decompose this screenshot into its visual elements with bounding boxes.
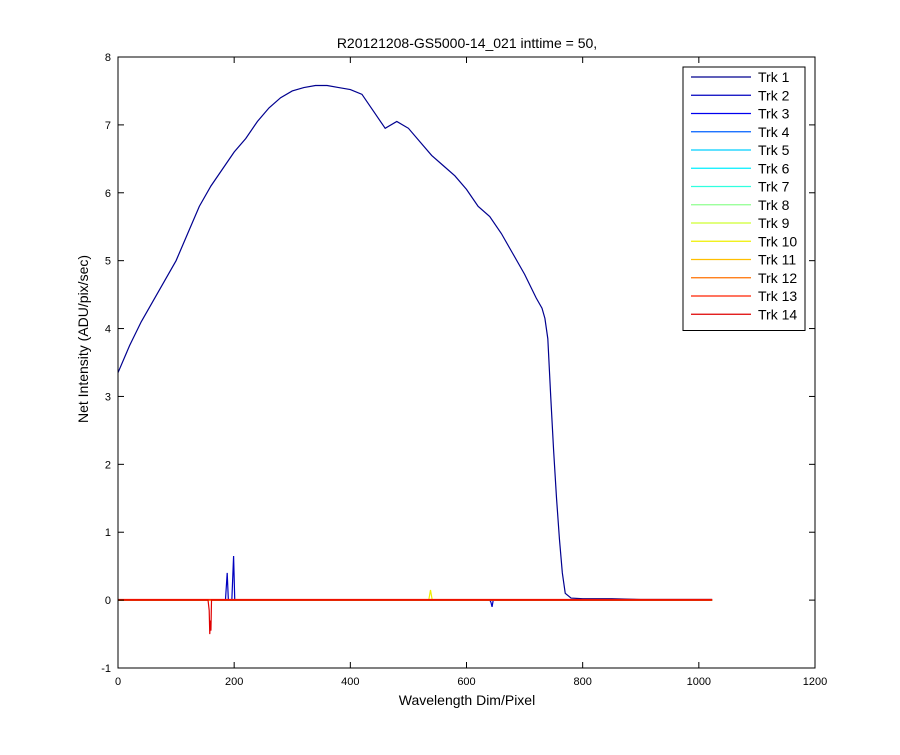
x-tick-label: 200 <box>225 676 243 688</box>
legend: Trk 1 Trk 2 Trk 3 Trk 4 Trk 5 Trk 6 Trk 7 Trk 8… <box>682 66 806 331</box>
legend-label: Trk 5 <box>758 142 790 158</box>
chart-title: R20121208-GS5000-14_021 inttime = 50, <box>337 35 597 51</box>
y-tick-label: -1 <box>101 663 111 675</box>
y-tick-label: 8 <box>105 52 111 64</box>
legend-label: Trk 13 <box>758 288 797 304</box>
series-line-trk-1 <box>117 84 713 601</box>
y-tick-label: 1 <box>105 527 111 539</box>
legend-label: Trk 12 <box>758 270 797 286</box>
legend-label: Trk 8 <box>758 197 790 213</box>
legend-label: Trk 10 <box>758 233 797 249</box>
y-axis-label: Net Intensity (ADU/pix/sec) <box>75 255 91 423</box>
plot-lines <box>117 84 713 635</box>
legend-label: Trk 9 <box>758 215 790 231</box>
legend-label: Trk 6 <box>758 160 790 176</box>
x-tick-label: 0 <box>115 676 121 688</box>
y-tick-label: 5 <box>105 256 111 268</box>
legend-label: Trk 4 <box>758 124 790 140</box>
legend-label: Trk 2 <box>758 87 790 103</box>
axis-ticks: 0 200 400 600 800 1000 1200 -1 0 1 2 3 4 5 6 7 8 <box>101 52 827 688</box>
y-tick-label: 4 <box>105 324 111 336</box>
x-tick-label: 400 <box>341 676 359 688</box>
y-tick-label: 3 <box>105 391 111 403</box>
legend-label: Trk 7 <box>758 179 790 195</box>
y-tick-label: 0 <box>105 595 111 607</box>
legend-label: Trk 14 <box>758 306 797 322</box>
series-line-trk-14 <box>118 599 713 635</box>
legend-label: Trk 11 <box>758 252 796 268</box>
x-axis-label: Wavelength Dim/Pixel <box>399 692 535 708</box>
y-tick-label: 7 <box>105 120 111 132</box>
x-tick-label: 1200 <box>803 676 827 688</box>
y-tick-label: 2 <box>105 459 111 471</box>
legend-label: Trk 1 <box>758 69 790 85</box>
x-tick-label: 600 <box>457 676 475 688</box>
legend-box <box>682 66 806 331</box>
x-tick-label: 800 <box>573 676 591 688</box>
x-tick-label: 1000 <box>687 676 711 688</box>
legend-label: Trk 3 <box>758 106 790 122</box>
y-tick-label: 6 <box>105 188 111 200</box>
